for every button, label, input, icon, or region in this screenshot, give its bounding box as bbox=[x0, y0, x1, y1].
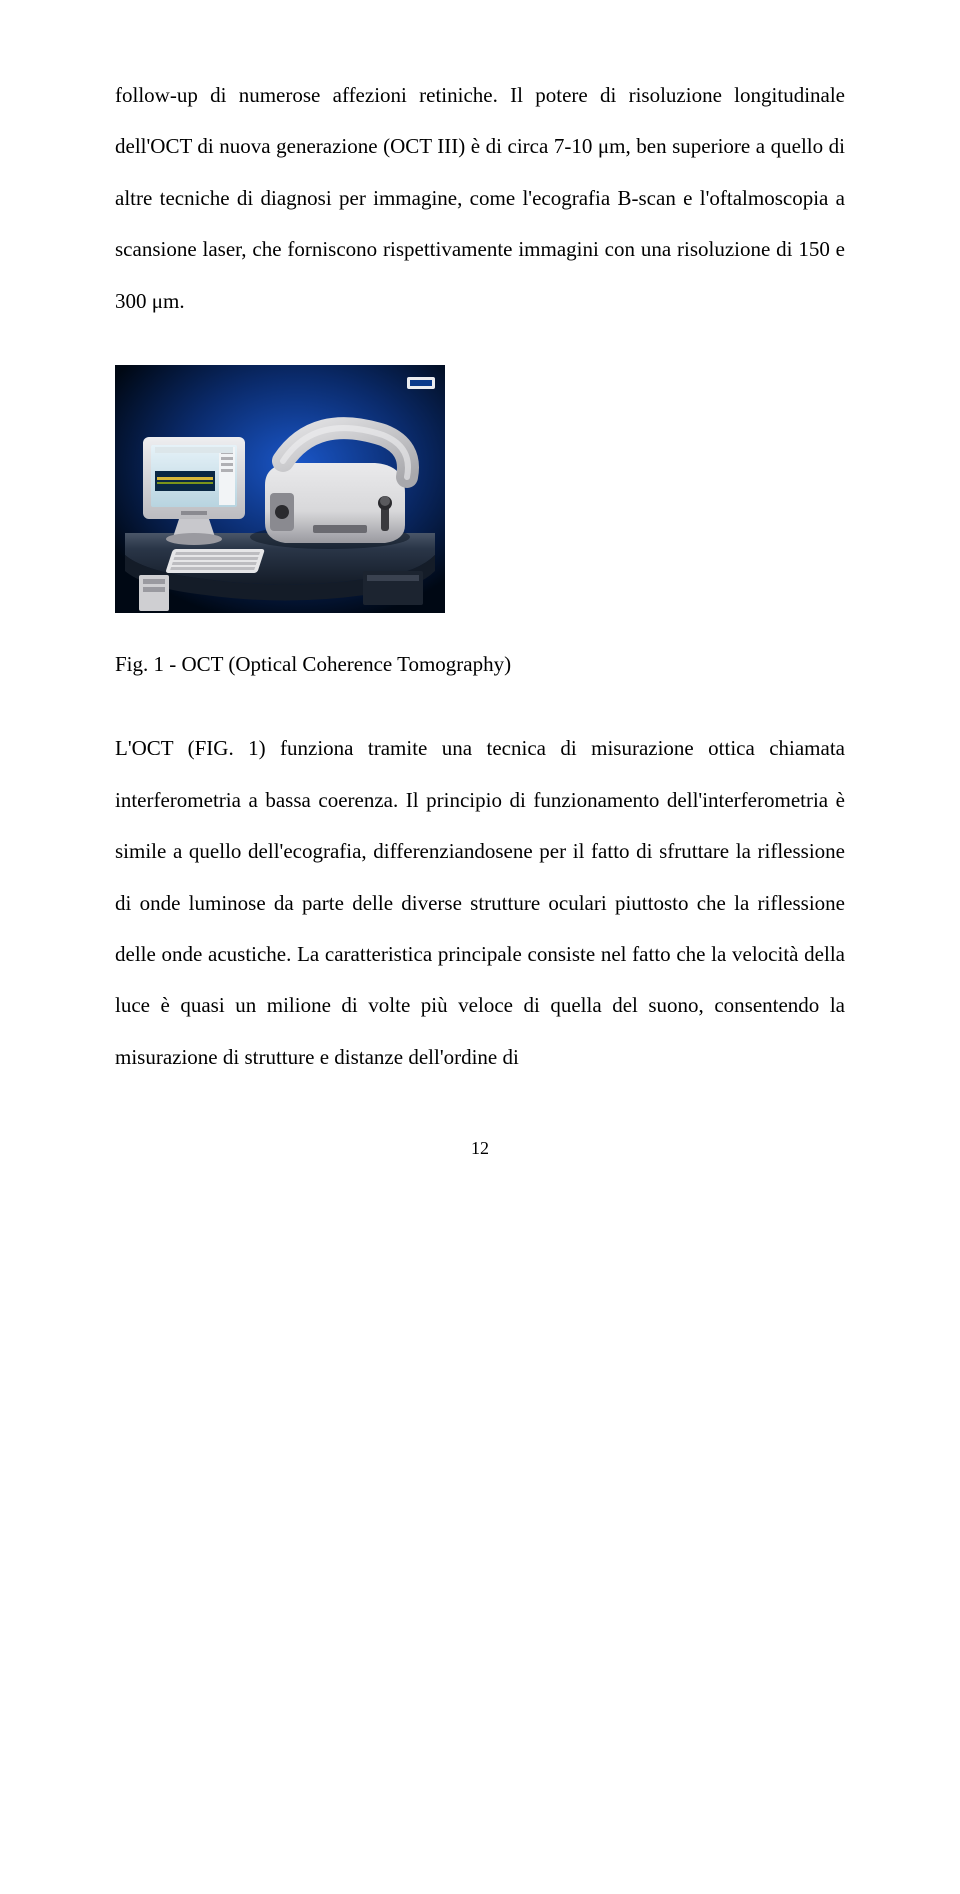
body-paragraph-2: L'OCT (FIG. 1) funziona tramite una tecn… bbox=[115, 723, 845, 1083]
page-number: 12 bbox=[115, 1138, 845, 1159]
body-paragraph-1: follow-up di numerose affezioni retinich… bbox=[115, 70, 845, 327]
figure-1: Fig. 1 - OCT (Optical Coherence Tomograp… bbox=[115, 365, 845, 685]
figure-1-caption: Fig. 1 - OCT (Optical Coherence Tomograp… bbox=[115, 643, 845, 685]
oct-device-illustration bbox=[115, 365, 445, 613]
